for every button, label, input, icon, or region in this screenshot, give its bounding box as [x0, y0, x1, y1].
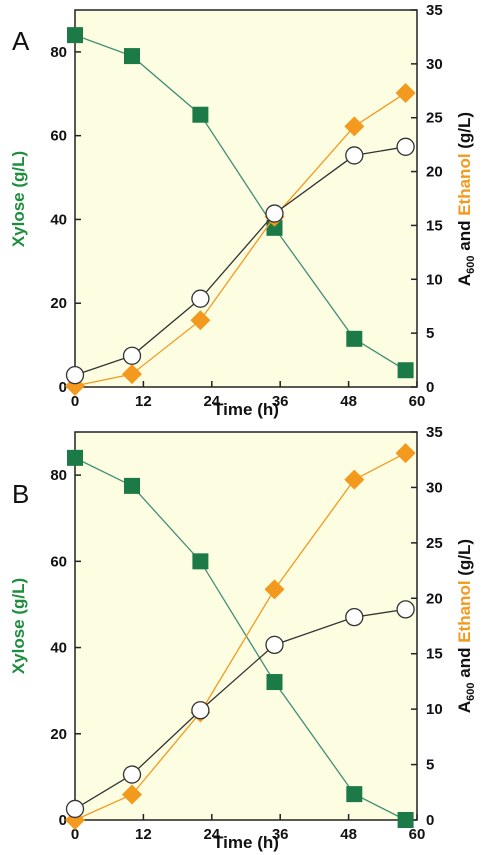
x-tick-label: 60	[409, 393, 426, 410]
y-tick-label: 0	[59, 379, 67, 396]
y-tick-label: 60	[50, 128, 67, 145]
a600-point	[265, 204, 284, 223]
right-axis-unit: (g/L)	[455, 112, 474, 154]
right-axis-a-subscript: 600	[465, 682, 477, 700]
y2-tick-label: 35	[426, 2, 443, 19]
xylose-point	[124, 477, 140, 494]
x-axis-title: Time (h)	[213, 833, 279, 852]
y2-tick-label: 15	[426, 217, 443, 234]
x-tick-label: 12	[135, 826, 152, 843]
series-line-square	[74, 34, 406, 371]
y-tick-label: 80	[50, 44, 67, 61]
ethanol-point	[344, 469, 365, 490]
panel-label: A	[12, 26, 30, 56]
y2-tick-label: 5	[426, 757, 434, 774]
xylose-point	[67, 27, 83, 44]
y-tick-label: 40	[50, 640, 67, 657]
plot-area	[74, 9, 418, 388]
x-tick-label: 48	[340, 393, 357, 410]
right-axis-title: A600 and Ethanol (g/L)	[455, 539, 477, 713]
y2-tick-label: 0	[426, 812, 434, 829]
x-tick-label: 0	[71, 393, 79, 410]
y2-tick-label: 30	[426, 56, 443, 73]
a600-point	[191, 701, 210, 720]
x-tick-label: 36	[272, 826, 289, 843]
y2-tick-label: 20	[426, 164, 443, 181]
x-tick-label: 60	[409, 826, 426, 843]
y2-tick-label: 15	[426, 646, 443, 663]
xylose-point	[397, 812, 414, 828]
a600-point	[345, 146, 364, 165]
panel-b: B0 12 24 36 48 6002040608005101520253035Time …	[9, 424, 477, 852]
y2-tick-label: 25	[426, 110, 443, 127]
y-tick-label: 20	[50, 726, 67, 743]
ethanol-point	[122, 364, 142, 385]
right-axis-ethanol: Ethanol	[455, 153, 474, 215]
right-axis-and: and	[455, 216, 474, 256]
ethanol-point	[344, 116, 365, 137]
right-axis-a: A	[455, 701, 474, 713]
a600-point	[122, 765, 142, 784]
ethanol-point	[122, 784, 142, 805]
right-axis-ethanol: Ethanol	[455, 580, 474, 642]
y2-tick-label: 10	[426, 271, 443, 288]
left-axis-title-text: Xylose (g/L)	[9, 151, 28, 247]
y-tick-label: 20	[50, 295, 67, 312]
xylose-point	[67, 449, 83, 466]
right-axis-and: and	[455, 643, 474, 683]
series-line-square	[74, 457, 406, 821]
series-line-diamond	[74, 92, 406, 387]
x-tick-label: 12	[135, 393, 152, 410]
x-tick-label: 24	[203, 393, 220, 410]
right-axis-a-subscript: 600	[465, 255, 477, 273]
ethanol-point	[190, 310, 211, 331]
a600-point	[265, 635, 284, 654]
y2-tick-label: 0	[426, 379, 434, 396]
a600-point	[345, 607, 364, 627]
xylose-point	[192, 553, 209, 570]
left-axis-title: Xylose (g/L)	[9, 578, 28, 674]
left-axis-title-text: Xylose (g/L)	[9, 578, 28, 674]
y2-tick-label: 35	[426, 424, 443, 441]
a600-point	[191, 289, 210, 308]
y-tick-label: 80	[50, 467, 67, 484]
y-tick-label: 60	[50, 553, 67, 570]
xylose-point	[346, 330, 363, 347]
y2-tick-label: 5	[426, 325, 434, 342]
y-tick-label: 40	[50, 211, 67, 228]
xylose-point	[397, 362, 414, 379]
x-tick-label: 48	[340, 826, 357, 843]
right-axis-unit: (g/L)	[455, 539, 474, 581]
x-tick-label: 0	[71, 826, 79, 843]
right-axis-title: A600 and Ethanol (g/L)	[455, 112, 477, 286]
y2-tick-label: 25	[426, 535, 443, 552]
ethanol-point	[395, 443, 416, 464]
xylose-point	[266, 674, 283, 691]
a600-point	[65, 799, 85, 819]
x-axis-title: Time (h)	[213, 400, 279, 419]
y2-tick-label: 20	[426, 590, 443, 607]
a600-point	[65, 366, 85, 385]
xylose-point	[124, 48, 140, 65]
y2-tick-label: 10	[426, 701, 443, 718]
y-tick-label: 0	[59, 812, 67, 829]
x-tick-label: 36	[272, 393, 289, 410]
xylose-point	[266, 219, 283, 236]
y2-tick-label: 30	[426, 479, 443, 496]
xylose-point	[192, 106, 209, 123]
left-axis-title: Xylose (g/L)	[9, 151, 28, 247]
right-axis-a: A	[455, 274, 474, 286]
panel-a: A0 12 24 36 48 6002040608005101520253035Time …	[9, 2, 477, 419]
plot-area	[74, 431, 418, 821]
ethanol-point	[264, 579, 285, 600]
x-tick-label: 24	[203, 826, 220, 843]
a600-point	[396, 137, 415, 156]
panel-label: B	[12, 479, 29, 509]
series-line-diamond	[74, 452, 406, 821]
xylose-point	[346, 786, 363, 803]
a600-point	[122, 346, 142, 365]
a600-point	[396, 600, 415, 619]
ethanol-point	[395, 82, 416, 103]
